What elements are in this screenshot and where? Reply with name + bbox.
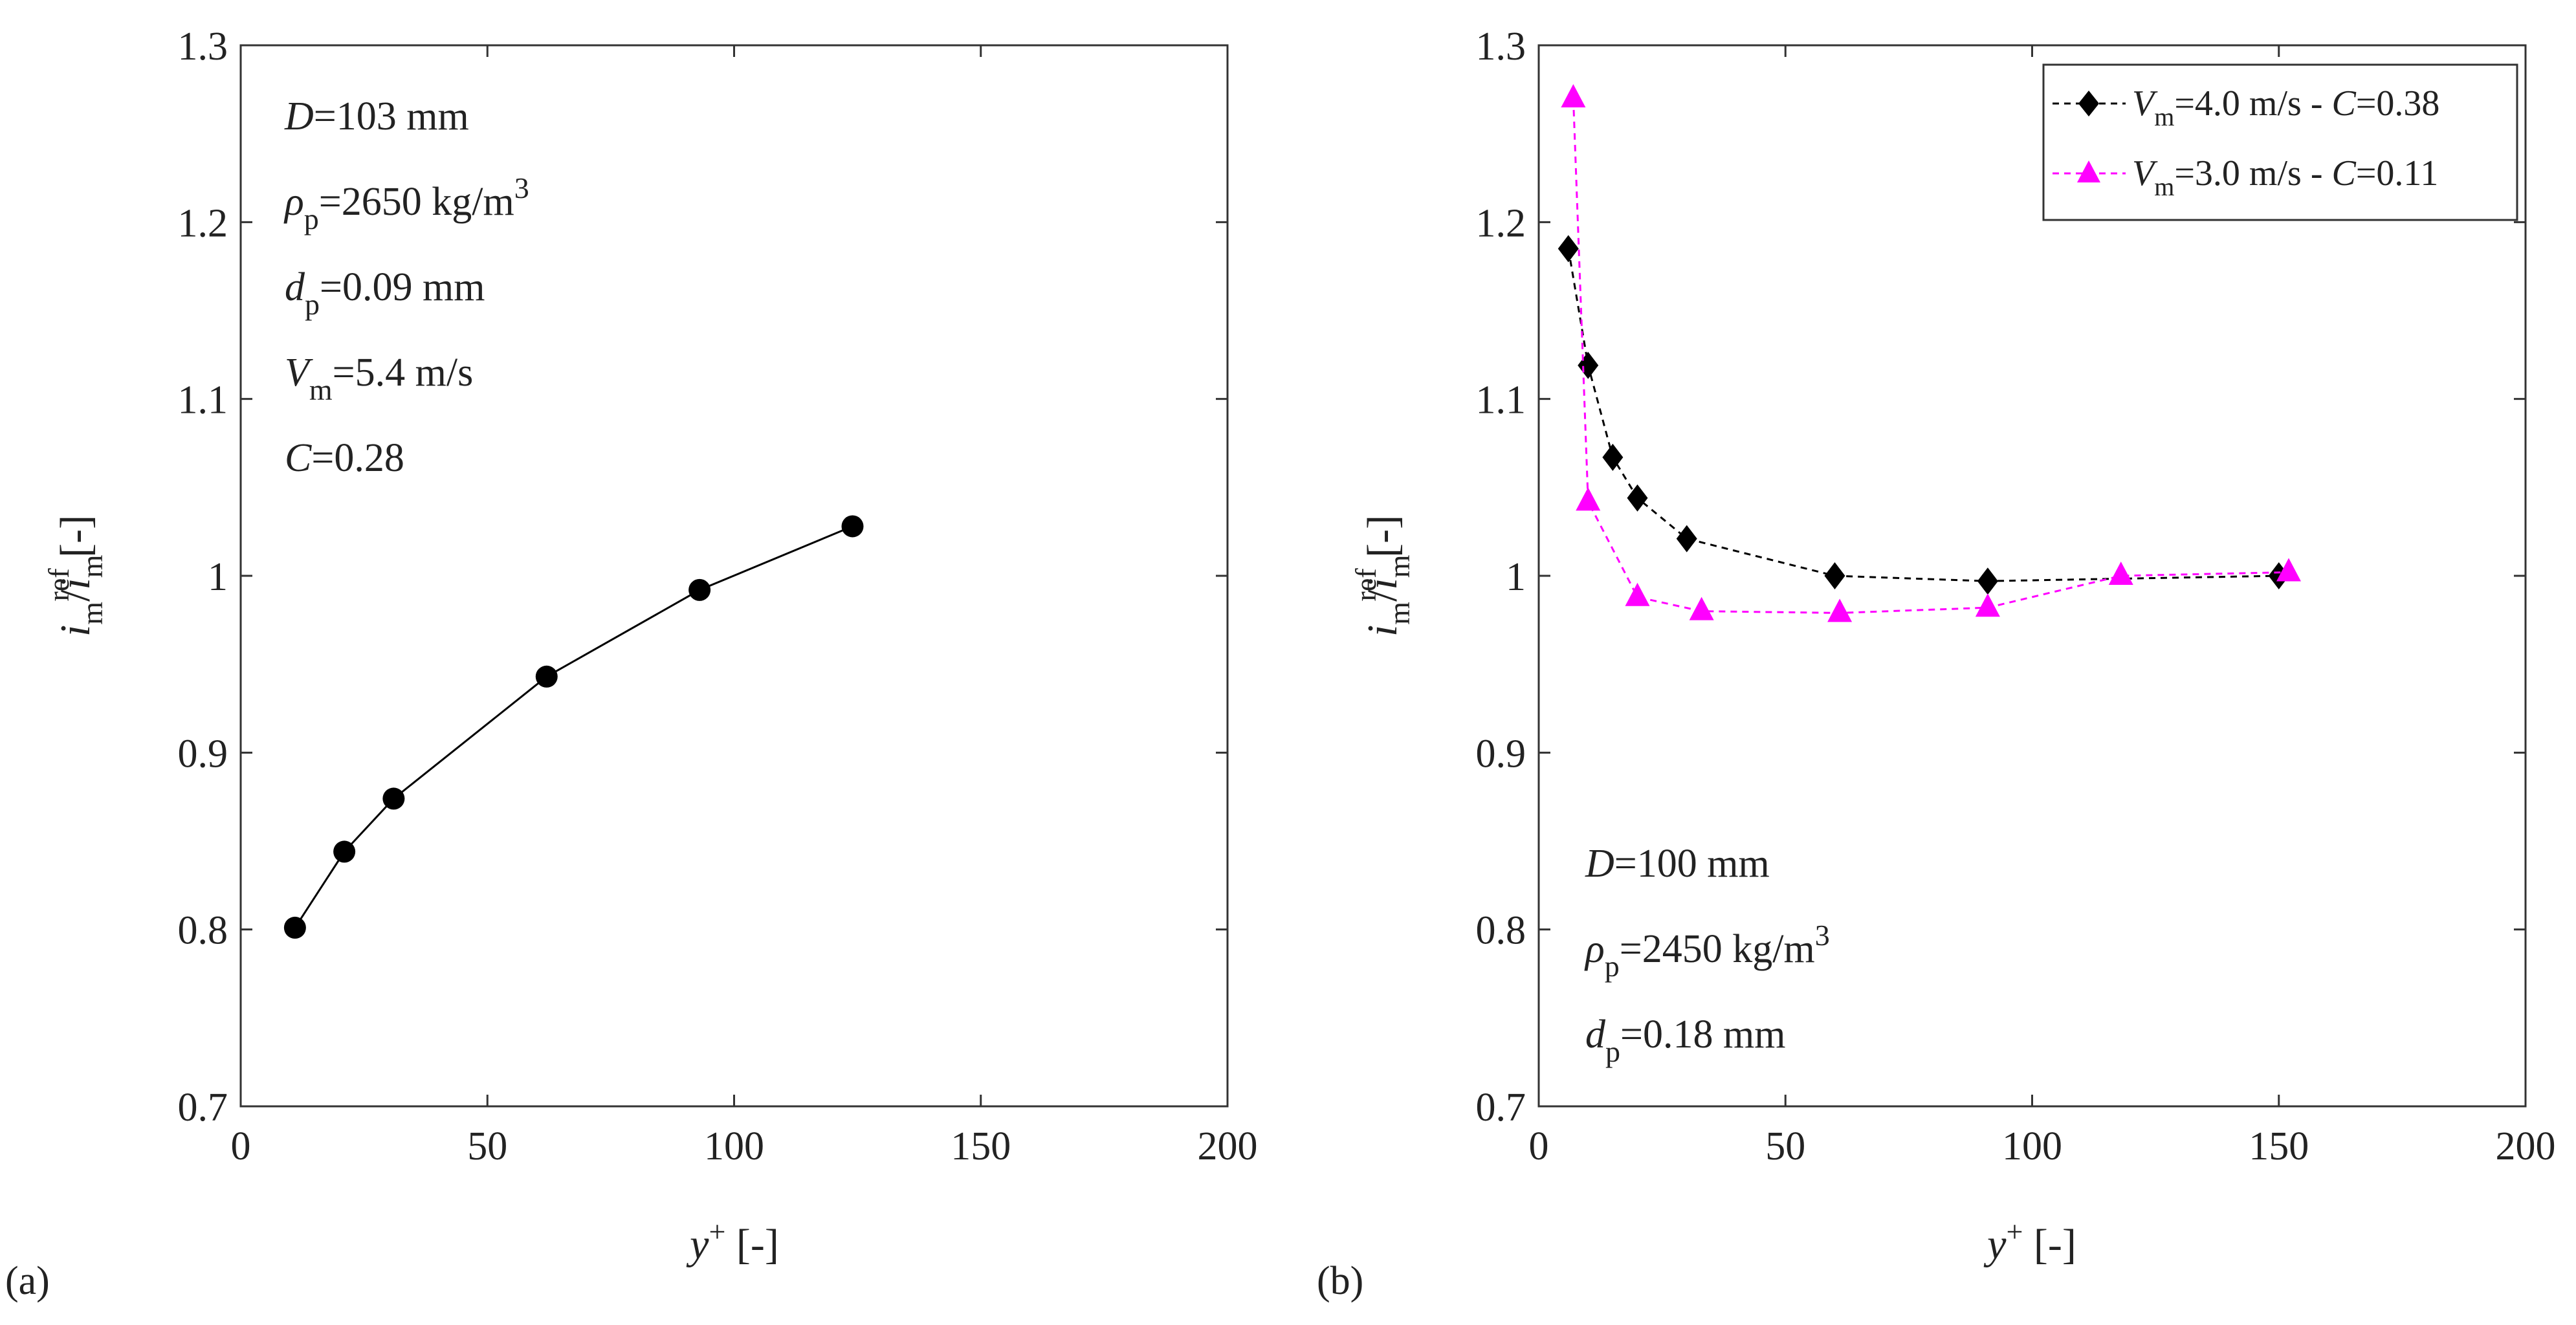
x-tick-label: 100 [2002, 1124, 2062, 1168]
annotation-line: ρp=2650 kg/m3 [283, 171, 529, 235]
y-tick-label: 1 [1506, 555, 1526, 599]
annotation-line: dp=0.18 mm [1585, 1013, 1785, 1068]
panel-a-x-axis-label: y+ [-] [686, 1215, 779, 1268]
y-tick-label: 0.8 [178, 909, 228, 953]
x-tick-label: 0 [1529, 1124, 1549, 1168]
data-point-diamond [1558, 235, 1579, 263]
data-point-triangle [1975, 593, 2000, 617]
data-point-circle [382, 787, 405, 810]
annotation-line: D=103 mm [284, 94, 469, 138]
panel-b-legend: Vm=4.0 m/s - C=0.38 Vm=3.0 m/s - C=0.11 [2042, 63, 2518, 221]
annotation-line: dp=0.09 mm [285, 265, 485, 321]
data-point-diamond [1824, 562, 1845, 589]
annotation-line: ρp=2450 kg/m3 [1584, 919, 1830, 983]
annotation-line: D=100 mm [1585, 842, 1770, 886]
y-tick-label: 1.3 [178, 25, 228, 69]
legend-label-series-1: Vm=4.0 m/s - C=0.38 [2132, 83, 2439, 131]
data-point-circle [333, 840, 356, 863]
legend-entry-series-2: Vm=3.0 m/s - C=0.11 [2053, 153, 2438, 201]
data-point-triangle [1827, 598, 1853, 622]
annotation-line: Vm=5.4 m/s [285, 351, 473, 406]
panel-a-ticks: 0 50 100 150 200 0.7 0.8 0.9 1 1.1 1.2 1.3 [178, 25, 1258, 1168]
panel-a: 0 50 100 150 200 0.7 0.8 0.9 1 1.1 1.2 1.3 D=103 mm… [5, 25, 1258, 1303]
panel-b-ticks: 0 50 100 150 200 0.7 0.8 0.9 1 1.1 1.2 1.3 [1476, 25, 2556, 1168]
x-tick-label: 0 [231, 1124, 251, 1168]
panel-a-y-axis-label: im/imref [-] [42, 515, 109, 637]
y-tick-label: 1.3 [1476, 25, 1526, 69]
panel-b-series [1558, 84, 2301, 622]
y-tick-label: 0.9 [178, 732, 228, 776]
series-line-1 [294, 525, 853, 928]
x-tick-label: 100 [704, 1124, 764, 1168]
data-point-triangle [2276, 558, 2301, 582]
y-tick-label: 0.7 [178, 1086, 228, 1130]
x-tick-label: 200 [2496, 1124, 2556, 1168]
data-point-circle [283, 916, 306, 939]
data-point-circle [841, 515, 864, 538]
panel-a-label: (a) [5, 1259, 50, 1303]
series-line-1 [1567, 248, 2279, 582]
y-tick-label: 0.9 [1476, 732, 1526, 776]
legend-box [2042, 63, 2518, 221]
y-tick-label: 0.8 [1476, 909, 1526, 953]
panel-b: 0 50 100 150 200 0.7 0.8 0.9 1 1.1 1.2 1.3 D=100 mm… [1317, 25, 2556, 1303]
data-point-triangle [1625, 582, 1650, 606]
y-tick-label: 0.7 [1476, 1086, 1526, 1130]
legend-entry-series-1: Vm=4.0 m/s - C=0.38 [2053, 83, 2439, 131]
panel-b-x-axis-label: y+ [-] [1983, 1215, 2076, 1268]
panel-b-label: (b) [1317, 1259, 1363, 1303]
panel-a-series [283, 515, 864, 939]
y-tick-label: 1.1 [178, 378, 228, 422]
x-tick-label: 50 [1765, 1124, 1805, 1168]
y-tick-label: 1.2 [1476, 201, 1526, 245]
data-point-circle [535, 665, 558, 688]
data-point-triangle [1689, 597, 1714, 620]
data-point-triangle [1576, 487, 1601, 511]
panel-b-y-axis-label: im/imref [-] [1349, 515, 1416, 637]
data-point-diamond [1602, 443, 1624, 471]
legend-label-series-2: Vm=3.0 m/s - C=0.11 [2132, 153, 2438, 201]
legend-marker-triangle [2077, 160, 2100, 182]
x-tick-label: 150 [951, 1124, 1011, 1168]
data-point-triangle [1561, 84, 1586, 107]
series-line-2 [1572, 98, 2289, 614]
data-point-circle [688, 578, 711, 601]
annotation-line: C=0.28 [285, 436, 404, 480]
y-tick-label: 1.1 [1476, 378, 1526, 422]
x-tick-label: 50 [467, 1124, 507, 1168]
y-tick-label: 1 [208, 555, 228, 599]
legend-marker-diamond [2078, 91, 2099, 116]
x-tick-label: 200 [1198, 1124, 1258, 1168]
data-point-diamond [1676, 525, 1697, 553]
data-point-diamond [1977, 567, 1998, 595]
data-point-diamond [1627, 484, 1648, 512]
data-point-triangle [2108, 562, 2133, 585]
y-tick-label: 1.2 [178, 201, 228, 245]
panel-b-annotations: D=100 mm ρp=2450 kg/m3 dp=0.18 mm [1584, 842, 1830, 1068]
x-tick-label: 150 [2249, 1124, 2309, 1168]
panel-a-annotations: D=103 mm ρp=2650 kg/m3 dp=0.09 mm Vm=5.4 m/… [283, 94, 529, 480]
